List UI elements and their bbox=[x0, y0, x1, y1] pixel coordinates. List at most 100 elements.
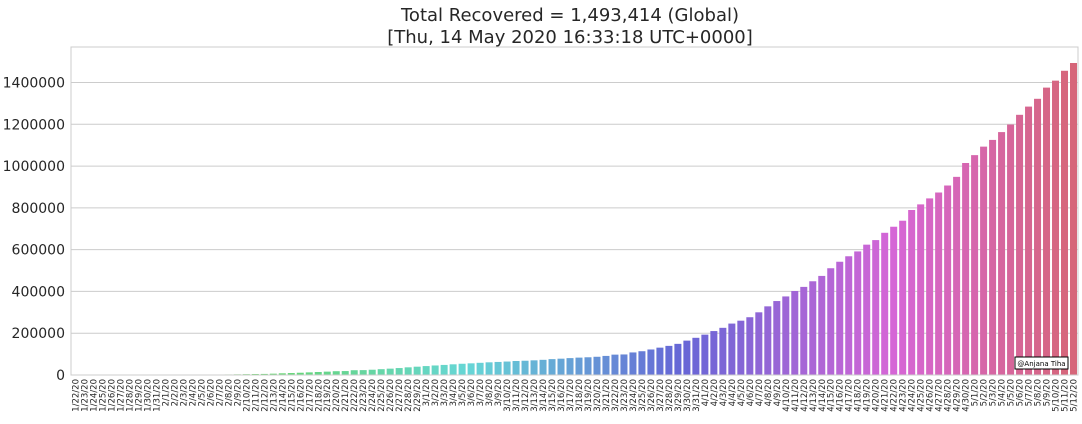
x-tick-label: 5/10/20 bbox=[1052, 379, 1062, 412]
bar bbox=[773, 301, 781, 375]
x-tick-label: 3/30/20 bbox=[683, 379, 693, 412]
x-tick-label: 1/25/20 bbox=[98, 379, 108, 412]
gridlines bbox=[71, 82, 1078, 376]
x-tick-label: 3/12/20 bbox=[521, 379, 531, 412]
x-tick-label: 3/2/20 bbox=[431, 379, 441, 406]
x-tick-label: 5/4/20 bbox=[998, 379, 1008, 406]
x-tick-label: 2/19/20 bbox=[323, 379, 333, 412]
x-tick-label: 5/11/20 bbox=[1061, 379, 1071, 412]
x-tick-label: 5/3/20 bbox=[989, 379, 999, 406]
x-tick-label: 2/24/20 bbox=[368, 379, 378, 412]
bar bbox=[1025, 106, 1033, 375]
y-tick-label: 1400000 bbox=[3, 76, 65, 92]
x-tick-label: 4/11/20 bbox=[791, 379, 801, 412]
x-tick-label: 4/9/20 bbox=[773, 379, 783, 406]
bar bbox=[476, 362, 484, 375]
x-tick-label: 3/29/20 bbox=[674, 379, 684, 412]
x-tick-label: 4/29/20 bbox=[953, 379, 963, 412]
x-tick-label: 4/7/20 bbox=[755, 379, 765, 406]
x-tick-label: 3/16/20 bbox=[557, 379, 567, 412]
bar bbox=[674, 343, 682, 375]
x-tick-label: 3/6/20 bbox=[467, 379, 477, 406]
y-tick-label: 600000 bbox=[12, 243, 65, 259]
bar bbox=[449, 364, 457, 375]
x-tick-label: 2/12/20 bbox=[260, 379, 270, 412]
bar bbox=[260, 373, 268, 375]
bar bbox=[746, 317, 754, 375]
bar bbox=[1052, 80, 1060, 376]
x-tick-label: 3/23/20 bbox=[620, 379, 630, 412]
x-tick-label: 3/5/20 bbox=[458, 379, 468, 406]
bar bbox=[1007, 124, 1015, 375]
bar bbox=[683, 340, 691, 375]
bar bbox=[665, 345, 673, 375]
x-tick-label: 1/24/20 bbox=[89, 379, 99, 412]
x-tick-label: 5/2/20 bbox=[980, 379, 990, 406]
x-tick-label: 4/18/20 bbox=[854, 379, 864, 412]
x-tick-label: 2/3/20 bbox=[179, 379, 189, 406]
x-tick-label: 5/9/20 bbox=[1043, 379, 1053, 406]
x-tick-label: 3/1/20 bbox=[422, 379, 432, 406]
bar bbox=[827, 268, 835, 375]
x-tick-label: 4/20/20 bbox=[872, 379, 882, 412]
y-tick-label: 1200000 bbox=[3, 117, 65, 133]
bar bbox=[539, 359, 547, 375]
bar bbox=[737, 320, 745, 375]
x-tick-label: 4/25/20 bbox=[917, 379, 927, 412]
bar bbox=[809, 281, 817, 375]
bar bbox=[386, 368, 394, 375]
bar-series bbox=[71, 63, 1078, 376]
bar bbox=[521, 360, 529, 375]
bar bbox=[755, 312, 763, 375]
x-tick-label: 4/12/20 bbox=[800, 379, 810, 412]
watermark-box: @Anjana Tiha bbox=[1014, 356, 1069, 370]
x-tick-label: 3/13/20 bbox=[530, 379, 540, 412]
x-tick-label: 2/21/20 bbox=[341, 379, 351, 412]
x-tick-label: 4/15/20 bbox=[827, 379, 837, 412]
bar bbox=[647, 349, 655, 375]
x-tick-label: 1/22/20 bbox=[71, 379, 81, 412]
x-tick-label: 1/31/20 bbox=[152, 379, 162, 412]
x-tick-label: 2/9/20 bbox=[233, 379, 243, 406]
bar bbox=[971, 155, 979, 375]
x-tick-label: 3/21/20 bbox=[602, 379, 612, 412]
x-tick-label: 4/13/20 bbox=[809, 379, 819, 412]
x-tick-label: 2/27/20 bbox=[395, 379, 405, 412]
bar bbox=[800, 286, 808, 375]
x-tick-label: 3/31/20 bbox=[692, 379, 702, 412]
x-tick-label: 3/22/20 bbox=[611, 379, 621, 412]
bar bbox=[305, 372, 313, 375]
x-tick-label: 2/23/20 bbox=[359, 379, 369, 412]
x-tick-label: 4/8/20 bbox=[764, 379, 774, 406]
x-tick-label: 4/24/20 bbox=[908, 379, 918, 412]
x-tick-label: 4/6/20 bbox=[746, 379, 756, 406]
bar bbox=[638, 351, 646, 375]
bar bbox=[377, 369, 385, 375]
x-tick-label: 3/17/20 bbox=[566, 379, 576, 412]
bar bbox=[854, 251, 862, 375]
bar bbox=[953, 176, 961, 375]
bar bbox=[791, 290, 799, 375]
x-tick-label: 2/29/20 bbox=[413, 379, 423, 412]
x-tick-label: 2/20/20 bbox=[332, 379, 342, 412]
x-tick-label: 4/27/20 bbox=[935, 379, 945, 412]
x-tick-label: 4/17/20 bbox=[845, 379, 855, 412]
x-tick-label: 3/24/20 bbox=[629, 379, 639, 412]
bar bbox=[314, 372, 322, 375]
x-tick-label: 3/26/20 bbox=[647, 379, 657, 412]
x-tick-label: 4/19/20 bbox=[863, 379, 873, 412]
x-tick-label: 4/14/20 bbox=[818, 379, 828, 412]
x-tick-label: 2/8/20 bbox=[224, 379, 234, 406]
x-tick-label: 2/7/20 bbox=[215, 379, 225, 406]
x-tick-label: 1/26/20 bbox=[107, 379, 117, 412]
bar bbox=[611, 354, 619, 375]
x-tick-label: 2/6/20 bbox=[206, 379, 216, 406]
bar bbox=[656, 347, 664, 375]
bar bbox=[296, 372, 304, 375]
x-tick-label: 2/22/20 bbox=[350, 379, 360, 412]
bar bbox=[503, 361, 511, 375]
x-tick-label: 4/21/20 bbox=[881, 379, 891, 412]
x-tick-label: 2/25/20 bbox=[377, 379, 387, 412]
bar bbox=[962, 163, 970, 375]
x-tick-label: 2/13/20 bbox=[269, 379, 279, 412]
